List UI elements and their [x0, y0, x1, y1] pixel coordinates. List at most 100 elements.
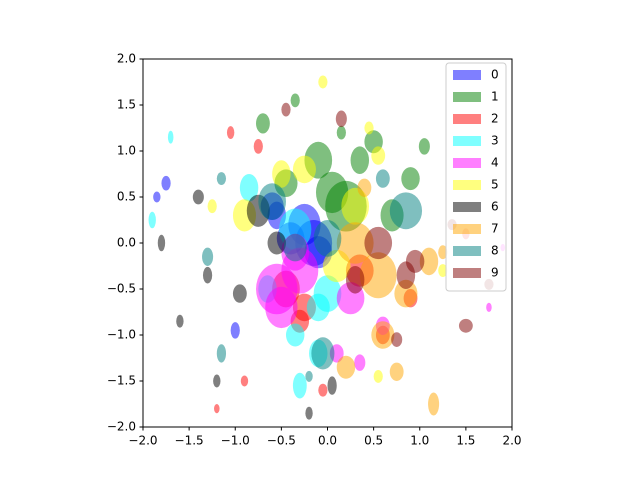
ellipse-point — [354, 354, 366, 371]
ellipse-point — [327, 376, 337, 395]
x-tick-label: 1.0 — [410, 434, 429, 448]
y-tick-label: −1.0 — [107, 328, 136, 342]
ellipse-point — [315, 171, 349, 214]
ellipse-point — [345, 266, 365, 294]
ellipse-point — [161, 175, 171, 191]
ellipse-point — [458, 318, 473, 333]
ellipse-point — [230, 322, 240, 339]
ellipse-point — [359, 252, 397, 299]
ellipse-point — [389, 192, 423, 230]
ellipse-point — [391, 332, 403, 347]
y-tick-label: −1.5 — [107, 374, 136, 388]
ellipse-point — [148, 211, 156, 229]
ellipse-point — [216, 172, 227, 186]
ellipse-point — [438, 264, 448, 278]
ellipse-point — [341, 187, 370, 225]
ellipse-point — [258, 183, 286, 221]
x-tick-label: −1.0 — [221, 434, 250, 448]
ellipse-point — [267, 231, 286, 255]
x-tick-label: 0.5 — [364, 434, 383, 448]
ellipse-point — [418, 138, 430, 155]
legend-swatch — [453, 246, 481, 256]
legend-swatch — [453, 224, 481, 234]
ellipse-point — [216, 344, 227, 363]
legend-label: 1 — [491, 90, 499, 104]
ellipse-point — [364, 226, 393, 260]
x-tick-label: 2.0 — [502, 434, 521, 448]
legend-swatch — [453, 202, 481, 212]
ellipse-point — [153, 191, 161, 203]
ellipse-point — [213, 374, 221, 388]
y-tick-label: −2.0 — [107, 420, 136, 434]
legend-label: 8 — [491, 244, 499, 258]
ellipse-point — [306, 293, 330, 322]
ellipse-point — [253, 139, 263, 154]
ellipse-point — [214, 404, 220, 414]
legend-label: 0 — [491, 68, 499, 82]
ellipse-point — [167, 130, 174, 144]
ellipse-point — [292, 372, 307, 399]
y-tick-label: 1.0 — [117, 144, 136, 158]
legend-label: 7 — [491, 222, 499, 236]
ellipse-point — [438, 245, 448, 260]
legend-swatch — [453, 136, 481, 146]
ellipse-point — [256, 113, 270, 134]
ellipse-point — [305, 370, 313, 382]
ellipse-point — [350, 146, 370, 174]
ellipse-point — [336, 125, 346, 140]
ellipse-point — [192, 189, 204, 205]
legend-label: 5 — [491, 178, 499, 192]
ellipse-point — [202, 266, 213, 284]
plot-area — [148, 75, 506, 420]
ellipse-point — [232, 284, 247, 303]
y-tick-label: −0.5 — [107, 282, 136, 296]
ellipse-point — [371, 146, 386, 165]
legend: 0 1 2 3 4 5 6 7 8 9 — [445, 62, 507, 292]
legend-swatch — [453, 180, 481, 190]
ellipse-point — [265, 286, 298, 329]
ellipse-point — [285, 323, 305, 347]
ellipse-point — [157, 234, 166, 252]
ellipse-point — [207, 199, 217, 214]
ellipse-point — [272, 160, 291, 188]
ellipse-point — [313, 220, 342, 257]
ellipse-point — [389, 362, 404, 381]
legend-swatch — [453, 114, 481, 124]
legend-swatch — [453, 70, 481, 80]
y-tick-label: 0.5 — [117, 190, 136, 204]
ellipse-point — [305, 406, 313, 420]
ellipse-point — [419, 247, 439, 276]
y-tick-label: 1.5 — [117, 98, 136, 112]
ellipse-point — [336, 355, 356, 379]
legend-label: 2 — [491, 112, 499, 126]
legend-label: 4 — [491, 156, 499, 170]
ellipse-point — [428, 392, 440, 416]
ellipse-point — [290, 93, 300, 108]
ellipse-point — [311, 337, 335, 370]
ellipse-point — [373, 369, 383, 383]
ellipse-point — [336, 222, 374, 264]
legend-swatch — [453, 268, 481, 278]
y-tick-label: 0.0 — [117, 236, 136, 250]
x-tick-label: −0.5 — [267, 434, 296, 448]
ellipse-point — [486, 302, 492, 312]
ellipse-point — [318, 75, 328, 89]
ellipse-point — [240, 375, 249, 387]
ellipse-point — [292, 155, 316, 184]
x-tick-label: −1.5 — [175, 434, 204, 448]
y-tick-label: 2.0 — [117, 52, 136, 66]
ellipse-point — [202, 247, 214, 266]
ellipse-point — [375, 169, 390, 188]
legend-label: 9 — [491, 266, 499, 280]
ellipse-point — [371, 321, 395, 349]
legend-label: 3 — [491, 134, 499, 148]
ellipse-point — [281, 102, 291, 117]
ellipse-point — [394, 279, 418, 308]
legend-swatch — [453, 158, 481, 168]
ellipse-point — [364, 121, 374, 135]
ellipse-point — [283, 233, 307, 262]
x-tick-label: −2.0 — [128, 434, 157, 448]
legend-swatch — [453, 92, 481, 102]
ellipse-point — [176, 314, 184, 328]
ellipse-point — [401, 167, 420, 191]
